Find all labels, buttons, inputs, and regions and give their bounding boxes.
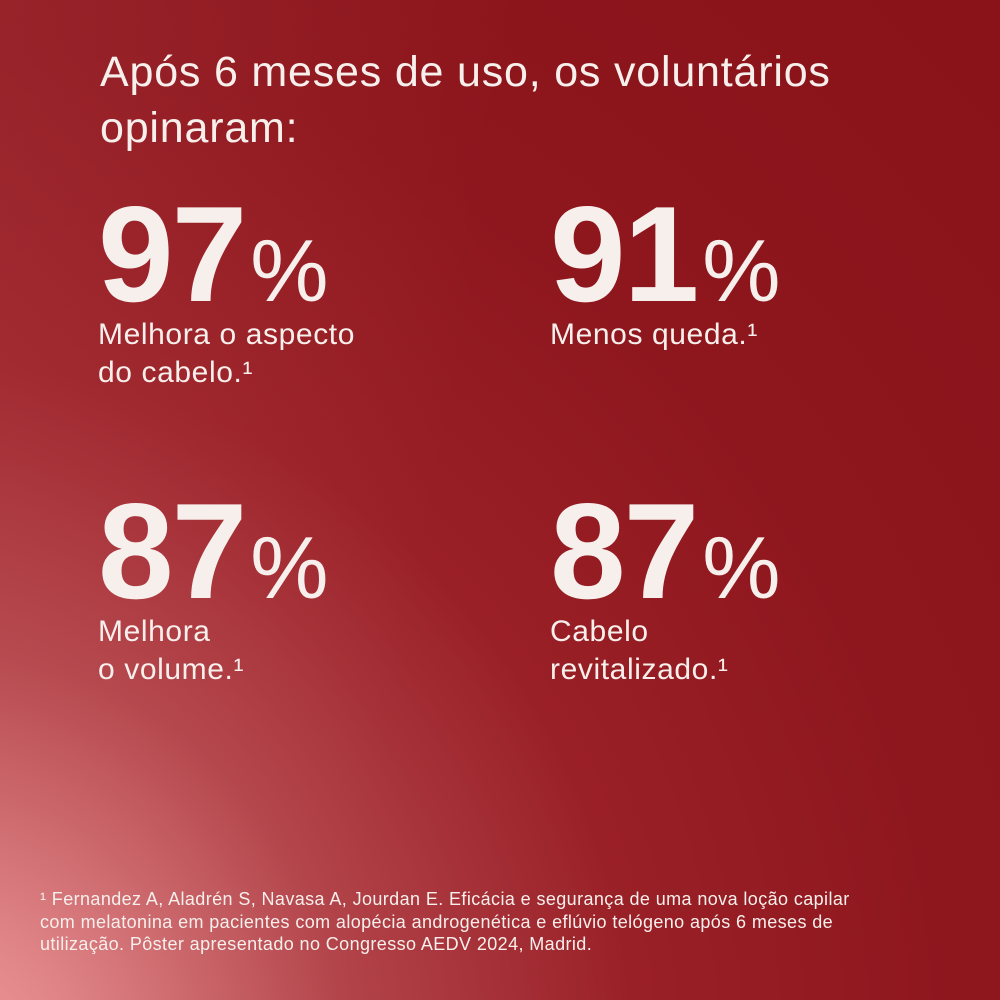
percent-sign: % <box>250 221 329 320</box>
stat-label: Melhora o aspecto do cabelo.¹ <box>98 316 528 392</box>
stat-label-line: revitalizado.¹ <box>550 653 729 686</box>
stat-label: Cabelo revitalizado.¹ <box>550 613 980 689</box>
headline-line-2: opinaram: <box>100 104 299 152</box>
stat-label: Menos queda.¹ <box>550 316 980 354</box>
stat-card-volume: 87% Melhora o volume.¹ <box>98 483 528 689</box>
stat-number: 91 <box>550 178 699 330</box>
headline-line-1: Após 6 meses de uso, os voluntários <box>100 48 831 96</box>
footnote: ¹ Fernandez A, Aladrén S, Navasa A, Jour… <box>40 888 850 956</box>
stat-value: 87% <box>550 483 980 619</box>
stat-label-line: do cabelo.¹ <box>98 356 254 389</box>
stat-card-revitalizado: 87% Cabelo revitalizado.¹ <box>550 483 980 689</box>
stat-number: 97 <box>98 178 247 330</box>
stat-value: 97% <box>98 186 528 322</box>
stat-label-line: o volume.¹ <box>98 653 245 686</box>
percent-sign: % <box>250 518 329 617</box>
stat-value: 87% <box>98 483 528 619</box>
percent-sign: % <box>702 518 781 617</box>
headline: Após 6 meses de uso, os voluntários opin… <box>100 44 831 156</box>
stat-label-line: Melhora <box>98 615 211 648</box>
stat-card-aspecto: 97% Melhora o aspecto do cabelo.¹ <box>98 186 528 392</box>
stat-label-line: Cabelo <box>550 615 649 648</box>
footnote-line: ¹ Fernandez A, Aladrén S, Navasa A, Jour… <box>40 889 850 909</box>
stat-number: 87 <box>550 475 699 627</box>
stat-label: Melhora o volume.¹ <box>98 613 528 689</box>
footnote-line: com melatonina em pacientes com alopécia… <box>40 911 834 932</box>
stat-label-line: Melhora o aspecto <box>98 318 356 351</box>
stat-card-queda: 91% Menos queda.¹ <box>550 186 980 354</box>
stat-value: 91% <box>550 186 980 322</box>
stat-label-line: Menos queda.¹ <box>550 318 758 351</box>
percent-sign: % <box>702 221 781 320</box>
stat-number: 87 <box>98 475 247 627</box>
footnote-line: utilização. Pôster apresentado no Congre… <box>40 934 593 954</box>
